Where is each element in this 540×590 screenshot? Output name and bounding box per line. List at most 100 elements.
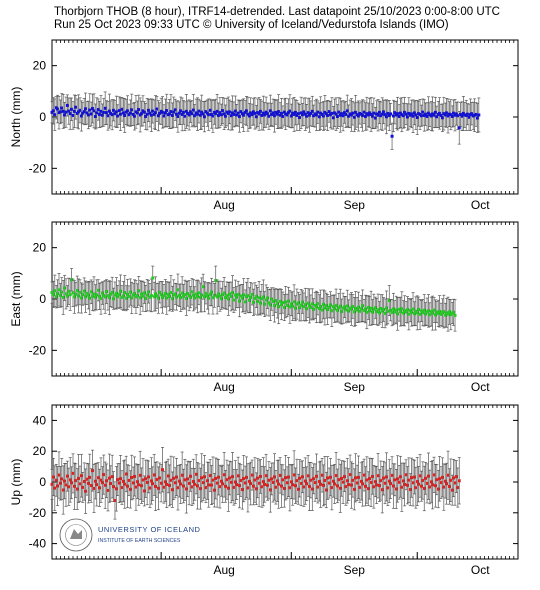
data-point [415,295,419,331]
data-point [293,295,297,322]
data-point [349,292,353,326]
data-point [224,470,228,503]
data-point [267,289,271,317]
data-point [355,464,359,502]
data-point [54,285,58,309]
data-point [271,287,275,316]
data-point [198,100,202,130]
data-point [137,275,141,306]
data-point [331,464,335,498]
data-point [334,451,338,500]
data-point [239,100,243,124]
data-point [148,468,152,508]
data-point [166,282,170,307]
data-point [77,278,81,314]
data-point [140,281,144,307]
data-point [109,465,113,502]
data-point [145,279,149,312]
data-point [405,466,409,505]
data-point [162,104,166,128]
data-point [169,275,173,310]
data-point [79,100,83,132]
data-point [361,461,365,507]
data-point [107,280,111,316]
data-point [190,278,194,306]
data-point [282,98,286,126]
data-point [182,100,186,125]
data-point [211,456,215,504]
data-point [417,296,421,323]
data-point [426,294,430,328]
data-point [277,289,281,325]
data-point [273,288,277,323]
data-point [326,456,330,500]
data-point [302,467,306,507]
data-point [246,278,250,313]
data-point [231,452,235,502]
data-point [154,95,158,130]
data-point [53,465,57,511]
data-point [208,98,212,122]
data-point [240,99,244,128]
data-point [180,451,184,499]
data-point [428,302,432,327]
data-point [187,461,191,506]
y-tick-label: 20 [33,444,47,458]
data-point [98,282,102,310]
data-point [207,462,211,508]
data-point [105,100,109,125]
x-tick-label: Aug [213,380,234,394]
data-point [165,93,169,128]
data-point [456,101,460,130]
data-point [328,291,332,319]
data-point [259,99,263,124]
data-point [249,97,253,129]
data-point [103,280,107,314]
data-point [89,279,93,305]
data-point [169,455,173,505]
data-point [309,462,313,499]
y-tick-label: -20 [29,343,47,357]
data-point [368,98,372,128]
data-point [341,100,345,132]
data-point [333,464,337,504]
data-point [305,296,309,321]
data-point [113,281,117,309]
data-point [393,300,397,324]
data-point [383,99,387,130]
data-point [324,100,328,127]
data-point [394,295,398,325]
data-point [179,283,183,312]
data-point [121,281,125,311]
data-point [112,287,116,310]
data-point [252,467,256,506]
data-point [436,299,440,327]
data-point [439,466,443,499]
seal-outer-ring-icon [59,518,93,552]
data-point [144,284,148,312]
data-point [303,97,307,131]
data-point [379,101,383,130]
data-point [323,455,327,505]
data-point [314,98,318,132]
data-point [105,279,109,304]
data-point [235,104,239,126]
data-point [285,293,289,317]
data-point [443,102,447,128]
data-point [383,298,387,329]
data-point [141,280,145,312]
data-point [161,96,165,129]
data-point [316,470,320,504]
data-point [391,99,395,133]
data-point [359,295,363,323]
data-point [309,294,313,321]
data-point [403,462,407,507]
data-point [85,281,89,305]
data-point [274,288,278,313]
data-point [77,94,81,130]
data-point [109,281,113,307]
data-point [312,104,316,127]
x-tick-label: Aug [213,198,234,212]
data-point [338,97,342,133]
data-point [305,104,309,129]
